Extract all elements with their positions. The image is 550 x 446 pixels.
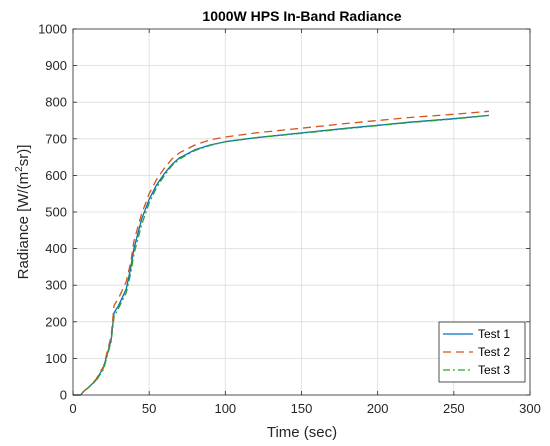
legend: Test 1 Test 2 Test 3 bbox=[438, 321, 526, 383]
legend-box bbox=[438, 321, 526, 383]
y-axis-label: Radiance [W/(m2sr)] bbox=[14, 145, 32, 280]
y-tick-label: 900 bbox=[45, 58, 67, 73]
x-tick-label: 300 bbox=[519, 401, 541, 416]
y-tick-label: 500 bbox=[45, 205, 67, 220]
x-tick-label: 150 bbox=[291, 401, 313, 416]
y-tick-label: 100 bbox=[45, 351, 67, 366]
x-tick-labels: 0 50 100 150 200 250 300 bbox=[69, 401, 540, 416]
legend-label-test-1: Test 1 bbox=[478, 327, 510, 341]
y-tick-label: 200 bbox=[45, 314, 67, 329]
x-tick-label: 250 bbox=[443, 401, 465, 416]
y-tick-label: 300 bbox=[45, 278, 67, 293]
chart-title: 1000W HPS In-Band Radiance bbox=[202, 8, 401, 24]
y-tick-label: 0 bbox=[60, 388, 67, 403]
y-tick-label: 700 bbox=[45, 131, 67, 146]
y-tick-label: 400 bbox=[45, 241, 67, 256]
y-tick-labels: 0 100 200 300 400 500 600 700 800 900 1000 bbox=[38, 22, 67, 403]
y-tick-label: 600 bbox=[45, 168, 67, 183]
x-tick-label: 50 bbox=[142, 401, 156, 416]
series-line-test-3 bbox=[73, 114, 489, 396]
series-group bbox=[73, 110, 489, 396]
x-axis-label: Time (sec) bbox=[267, 424, 337, 441]
legend-entries: Test 1 Test 2 Test 3 bbox=[443, 327, 510, 377]
x-tick-label: 100 bbox=[214, 401, 236, 416]
y-axis-label-superscript: 2 bbox=[14, 166, 25, 172]
tick-marks bbox=[72, 28, 531, 396]
y-tick-label: 1000 bbox=[38, 22, 67, 37]
legend-label-test-2: Test 2 bbox=[478, 345, 510, 359]
x-tick-label: 200 bbox=[367, 401, 389, 416]
series-line-test-1 bbox=[73, 114, 489, 396]
y-axis-label-end: sr)] bbox=[15, 145, 32, 167]
x-tick-label: 0 bbox=[69, 401, 76, 416]
y-tick-label: 800 bbox=[45, 95, 67, 110]
legend-label-test-3: Test 3 bbox=[478, 363, 510, 377]
y-axis-label-main: Radiance [W/(m bbox=[15, 172, 32, 280]
